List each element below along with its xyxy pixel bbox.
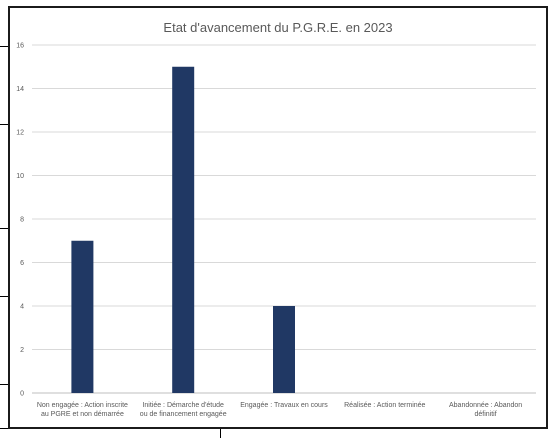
x-tick-label: Non engagée : Action inscrite au PGRE et … [37,402,128,418]
x-tick-label: Engagée : Travaux en cours [240,402,328,409]
sheet-gridline [0,296,9,297]
sheet-gridline [0,46,9,47]
y-tick-label: 12 [16,130,24,137]
x-tick-label-line: Non engagée : Action inscrite [37,402,128,409]
sheet-gridline [0,384,9,385]
bar [71,240,94,393]
sheet-gridline [0,228,9,229]
x-tick-label-line: Réalisée : Action terminée [344,402,425,409]
y-tick-label: 0 [20,391,24,398]
y-tick-label: 2 [20,347,24,354]
sheet-gridline [220,428,221,438]
x-tick-label-line: Engagée : Travaux en cours [240,402,328,409]
x-tick-label-line: ou de financement engagée [140,411,227,418]
y-tick-label: 4 [20,304,24,311]
x-tick-label: Réalisée : Action terminée [344,402,425,409]
x-tick-label-line: définitif [475,411,497,418]
y-tick-label: 14 [16,86,24,93]
bar [273,306,295,393]
y-tick-label: 6 [20,260,24,267]
x-tick-label-line: au PGRE et non démarrée [41,411,124,418]
chart-title: Etat d'avancement du P.G.R.E. en 2023 [163,20,393,35]
chart-container[interactable]: Etat d'avancement du P.G.R.E. en 2023 0 2… [8,6,548,429]
y-tick-label: 10 [16,173,24,180]
bar-chart: 0 2 4 6 8 10 12 14 16 Non engagée : Action inscri… [16,43,536,418]
y-tick-label: 8 [20,217,24,224]
sheet-gridline [0,124,9,125]
x-tick-label: Initiée : Démarche d'étude ou de financem… [140,402,227,418]
x-tick-label: Abandonnée : Abandon définitif [449,402,522,418]
x-tick-label-line: Abandonnée : Abandon [449,402,522,409]
y-tick-label: 16 [16,43,24,50]
x-tick-label-line: Initiée : Démarche d'étude [142,402,224,409]
bar [172,66,195,393]
